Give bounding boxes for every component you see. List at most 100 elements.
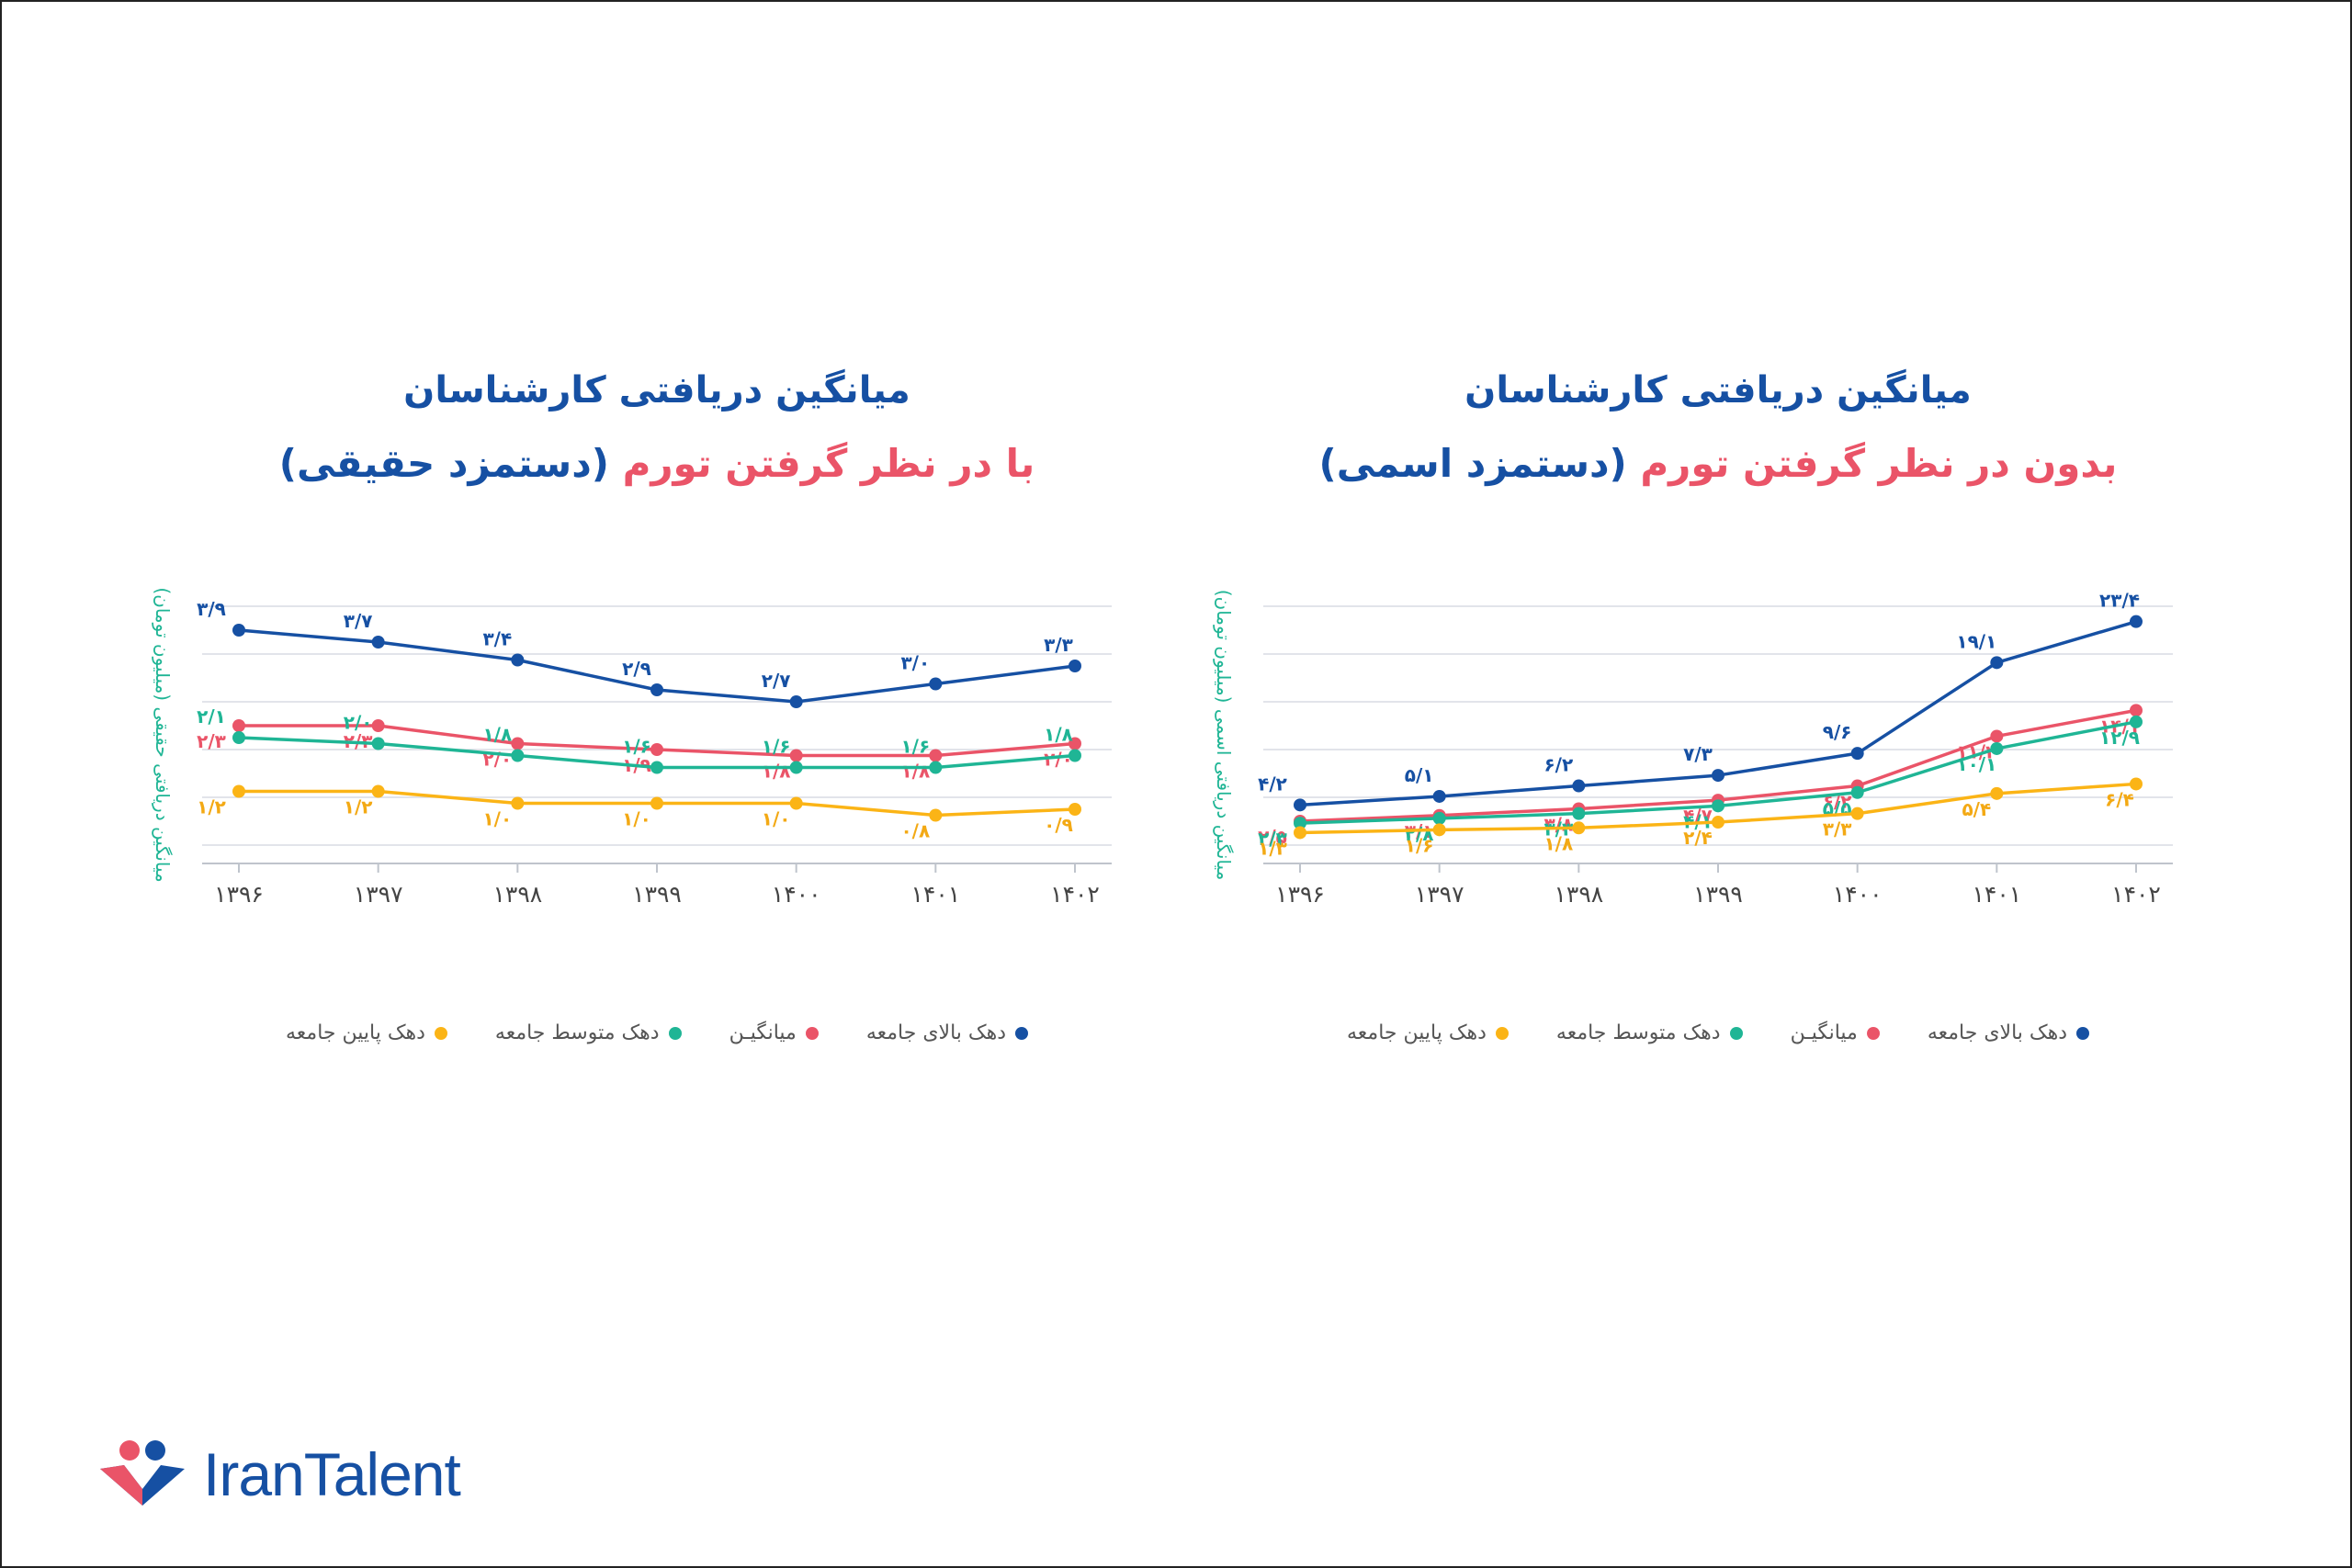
data-label: ۳/۹ <box>197 598 226 620</box>
chart-title-line1: میانگین دریافتی کارشناسان <box>403 369 910 412</box>
chart-title-suffix: (دستمزد حقیقی) <box>278 441 609 486</box>
data-point <box>789 761 803 774</box>
data-label: ۱/۸ <box>1044 724 1073 746</box>
data-label: ۱/۶ <box>762 736 791 758</box>
data-label: ۱/۰ <box>482 808 512 830</box>
data-label: ۱۲/۹ <box>2099 727 2140 749</box>
legend-dot <box>1866 1026 1880 1040</box>
legend-dot <box>1495 1026 1509 1040</box>
data-label: ۲/۸ <box>1405 823 1434 845</box>
x-tick-label: ۱۳۹۷ <box>1415 881 1464 908</box>
data-point <box>1572 821 1586 835</box>
legend-item: دهک پایین جامعه <box>286 1021 447 1044</box>
y-axis-label: میانگین دریافتی حقیقی (میلیون تومان) <box>152 587 174 882</box>
data-point <box>511 653 525 667</box>
data-label: ۱/۸ <box>482 724 512 746</box>
data-point <box>1294 798 1306 812</box>
data-label: ۵/۴ <box>1962 798 1991 820</box>
legend-item: دهک متوسط جامعه <box>495 1021 682 1044</box>
data-label: ۱/۳ <box>1258 837 1287 859</box>
legend-item: دهک بالای جامعه <box>866 1021 1028 1044</box>
data-label: ۱/۸ <box>1544 832 1573 854</box>
data-label: ۲۳/۴ <box>2099 590 2140 612</box>
legend-dot <box>2076 1026 2089 1040</box>
data-point <box>2130 615 2143 628</box>
data-label: ۱۰/۱ <box>1956 753 1996 775</box>
legend-label: میانگیـن <box>1790 1021 1858 1044</box>
legend-dot <box>1729 1026 1743 1040</box>
data-point <box>1712 799 1724 813</box>
data-point <box>929 749 943 762</box>
data-point <box>1572 807 1586 820</box>
data-label: ۹/۶ <box>1823 721 1852 743</box>
data-point <box>1069 737 1081 750</box>
data-label: ۳/۴ <box>482 628 512 650</box>
data-point <box>232 719 245 732</box>
legend-item: میانگیـن <box>729 1021 819 1044</box>
x-tick-label: ۱۴۰۱ <box>910 881 960 908</box>
data-label: ۱/۲ <box>197 796 226 818</box>
x-tick-label: ۱۳۹۸ <box>1554 881 1603 908</box>
x-tick-label: ۱۴۰۲ <box>1050 881 1100 908</box>
data-point <box>1990 656 2004 670</box>
data-point <box>789 749 803 762</box>
data-point <box>371 784 385 798</box>
irantalent-logo-text: IranTalent <box>203 1440 461 1508</box>
data-label: ۶/۲ <box>1544 754 1573 776</box>
data-point <box>650 761 663 774</box>
data-label: ۵/۱ <box>1405 764 1434 786</box>
data-label: ۲/۰ <box>344 712 373 734</box>
data-point <box>1294 826 1306 840</box>
data-point <box>1432 789 1446 803</box>
legend-item: میانگیـن <box>1791 1021 1880 1044</box>
data-point <box>1432 811 1446 825</box>
chart-title-line2: با در نظر گرفتن تورم (دستمزد حقیقی) <box>129 441 1185 486</box>
x-tick-label: ۱۳۹۹ <box>632 881 682 908</box>
x-tick-label: ۱۴۰۰ <box>772 881 821 908</box>
data-point <box>789 695 803 708</box>
data-point <box>1712 816 1724 829</box>
data-label: ۲/۵ <box>1258 826 1287 848</box>
legend-label: دهک بالای جامعه <box>1927 1021 2067 1044</box>
data-label: ۶/۴ <box>2105 788 2134 810</box>
chart-title-line1: میانگین دریافتی کارشناسان <box>1464 369 1972 412</box>
data-label: ۱/۲ <box>344 796 373 818</box>
data-label: ۰/۸ <box>900 820 930 842</box>
data-point <box>929 761 943 774</box>
data-point <box>1572 779 1586 793</box>
data-point <box>650 683 663 696</box>
data-point <box>1069 803 1081 816</box>
data-label: ۰/۹ <box>1044 814 1073 836</box>
data-point <box>1850 785 1864 799</box>
data-point <box>1850 807 1864 820</box>
legend-dot <box>668 1026 682 1040</box>
data-point <box>650 796 663 810</box>
data-label: ۱/۶ <box>622 736 651 758</box>
data-label: ۳/۷ <box>344 610 373 632</box>
data-label: ۱/۸ <box>900 761 930 783</box>
data-point <box>2130 715 2143 728</box>
x-tick-label: ۱۴۰۱ <box>1972 881 2021 908</box>
legend-item: دهک پایین جامعه <box>1347 1021 1509 1044</box>
legend-item: دهک بالای جامعه <box>1928 1021 2089 1044</box>
line-chart-svg: ۱۳۹۶ ۱۳۹۷ ۱۳۹۸ ۱۳۹۹ ۱۴۰۰ ۱۴۰۱ ۱۴۰۲ میانگین دریا… <box>152 587 1112 908</box>
x-tick-label: ۱۴۰۰ <box>1833 881 1883 908</box>
data-label: ۳/۰ <box>900 652 930 674</box>
x-tick-label: ۱۳۹۶ <box>1275 881 1325 908</box>
data-point <box>650 743 663 756</box>
data-point <box>1990 729 2004 743</box>
legend-item: دهک متوسط جامعه <box>1556 1021 1743 1044</box>
chart-title-accent: با در نظر گرفتن تورم <box>622 441 1035 486</box>
data-point <box>2130 777 2143 791</box>
data-point <box>1294 817 1306 830</box>
data-label: ۲/۴ <box>1683 827 1713 849</box>
line-chart-svg: ۱۳۹۶ ۱۳۹۷ ۱۳۹۸ ۱۳۹۹ ۱۴۰۰ ۱۴۰۱ ۱۴۰۲ میانگین دریا… <box>1213 590 2173 908</box>
data-label: ۲/۹ <box>622 658 651 680</box>
x-tick-label: ۱۳۹۸ <box>492 881 542 908</box>
data-point <box>1990 741 2004 755</box>
data-point <box>929 677 943 691</box>
data-label: ۳/۳ <box>1823 818 1852 840</box>
data-label: ۴/۲ <box>1258 773 1287 795</box>
data-point <box>2130 704 2143 717</box>
